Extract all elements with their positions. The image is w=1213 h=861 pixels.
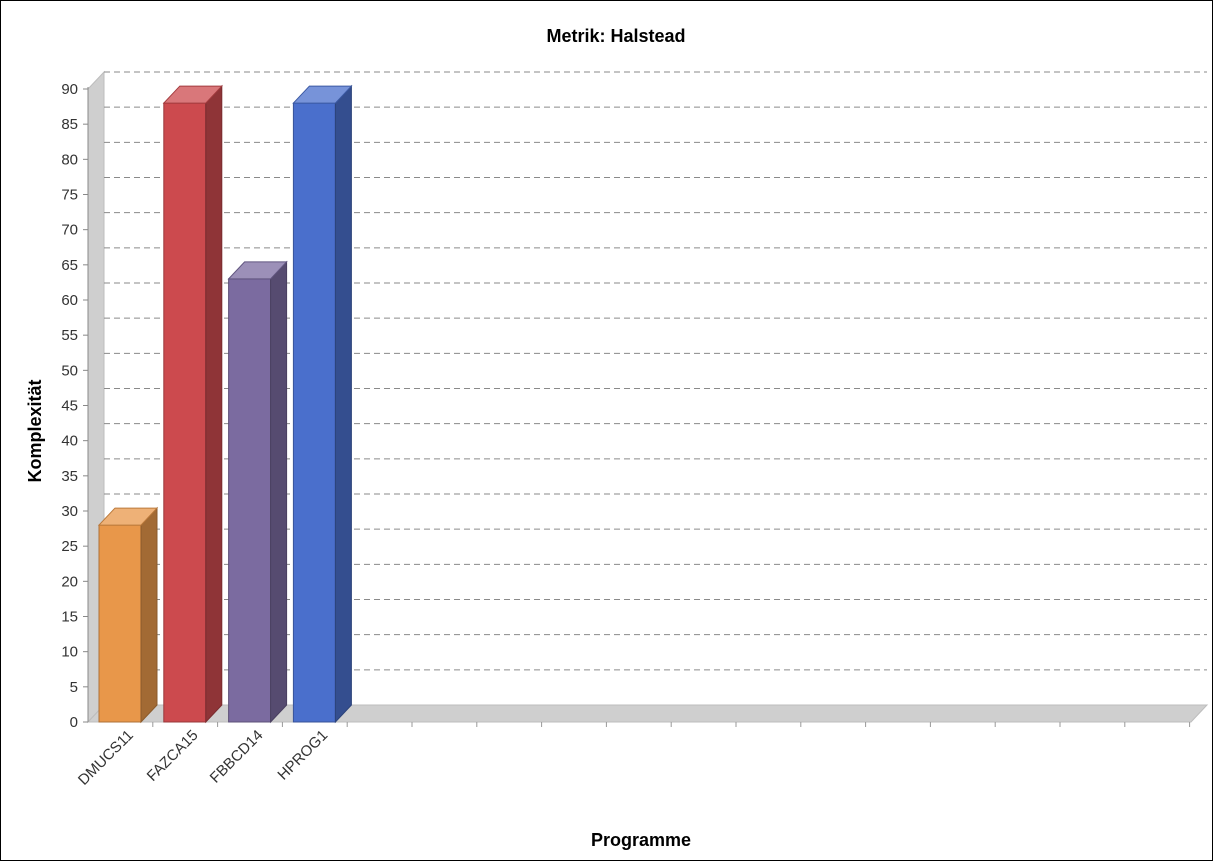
y-tick-label: 50 <box>61 362 78 379</box>
y-tick-label: 20 <box>61 573 78 590</box>
y-tick-label: 70 <box>61 222 78 239</box>
y-tick-label: 90 <box>61 81 78 98</box>
y-tick-label: 85 <box>61 116 78 133</box>
bar-top-dmucs11 <box>97 507 159 526</box>
y-tick-label: 35 <box>61 468 78 485</box>
x-tick-label: FBBCD14 <box>207 727 267 787</box>
bar-top-fazca15 <box>162 85 223 104</box>
y-tick-label: 5 <box>70 679 78 696</box>
y-tick-label: 40 <box>61 433 78 450</box>
x-tick-label: HPROG1 <box>274 727 331 784</box>
bar-side-hprog1 <box>334 84 352 724</box>
bar-front-fbbcd14[interactable] <box>228 278 272 723</box>
chart-title: Metrik: Halstead <box>546 26 685 46</box>
bar-top-fbbcd14 <box>227 261 288 280</box>
x-tick-label: DMUCS11 <box>75 727 137 789</box>
y-tick-label: 45 <box>61 398 78 415</box>
bar-side-fazca15 <box>205 84 223 724</box>
y-tick-label: 60 <box>61 292 78 309</box>
y-tick-label: 80 <box>61 151 78 168</box>
y-tick-label: 15 <box>61 609 78 626</box>
x-tick-label: FAZCA15 <box>144 727 202 785</box>
bar-front-hprog1[interactable] <box>292 102 336 723</box>
y-tick-label: 0 <box>70 714 78 731</box>
bar-front-fazca15[interactable] <box>163 102 207 723</box>
plot-area: 0 5 10 15 20 25 30 35 40 45 50 55 60 65 70 75 80 85 90 DMUC… <box>61 70 1209 789</box>
y-tick-label: 55 <box>61 327 78 344</box>
bar-side-dmucs11 <box>140 506 158 724</box>
bar-side-fbbcd14 <box>270 260 288 724</box>
y-tick-label: 65 <box>61 257 78 274</box>
bar-front-dmucs11[interactable] <box>98 524 142 723</box>
x-axis-title: Programme <box>591 830 691 850</box>
y-tick-label: 75 <box>61 187 78 204</box>
y-tick-label: 30 <box>61 503 78 520</box>
bar-top-hprog1 <box>292 85 353 104</box>
y-tick-label: 25 <box>61 538 78 555</box>
y-axis-title: Komplexität <box>25 379 45 482</box>
y-tick-label: 10 <box>61 644 78 661</box>
